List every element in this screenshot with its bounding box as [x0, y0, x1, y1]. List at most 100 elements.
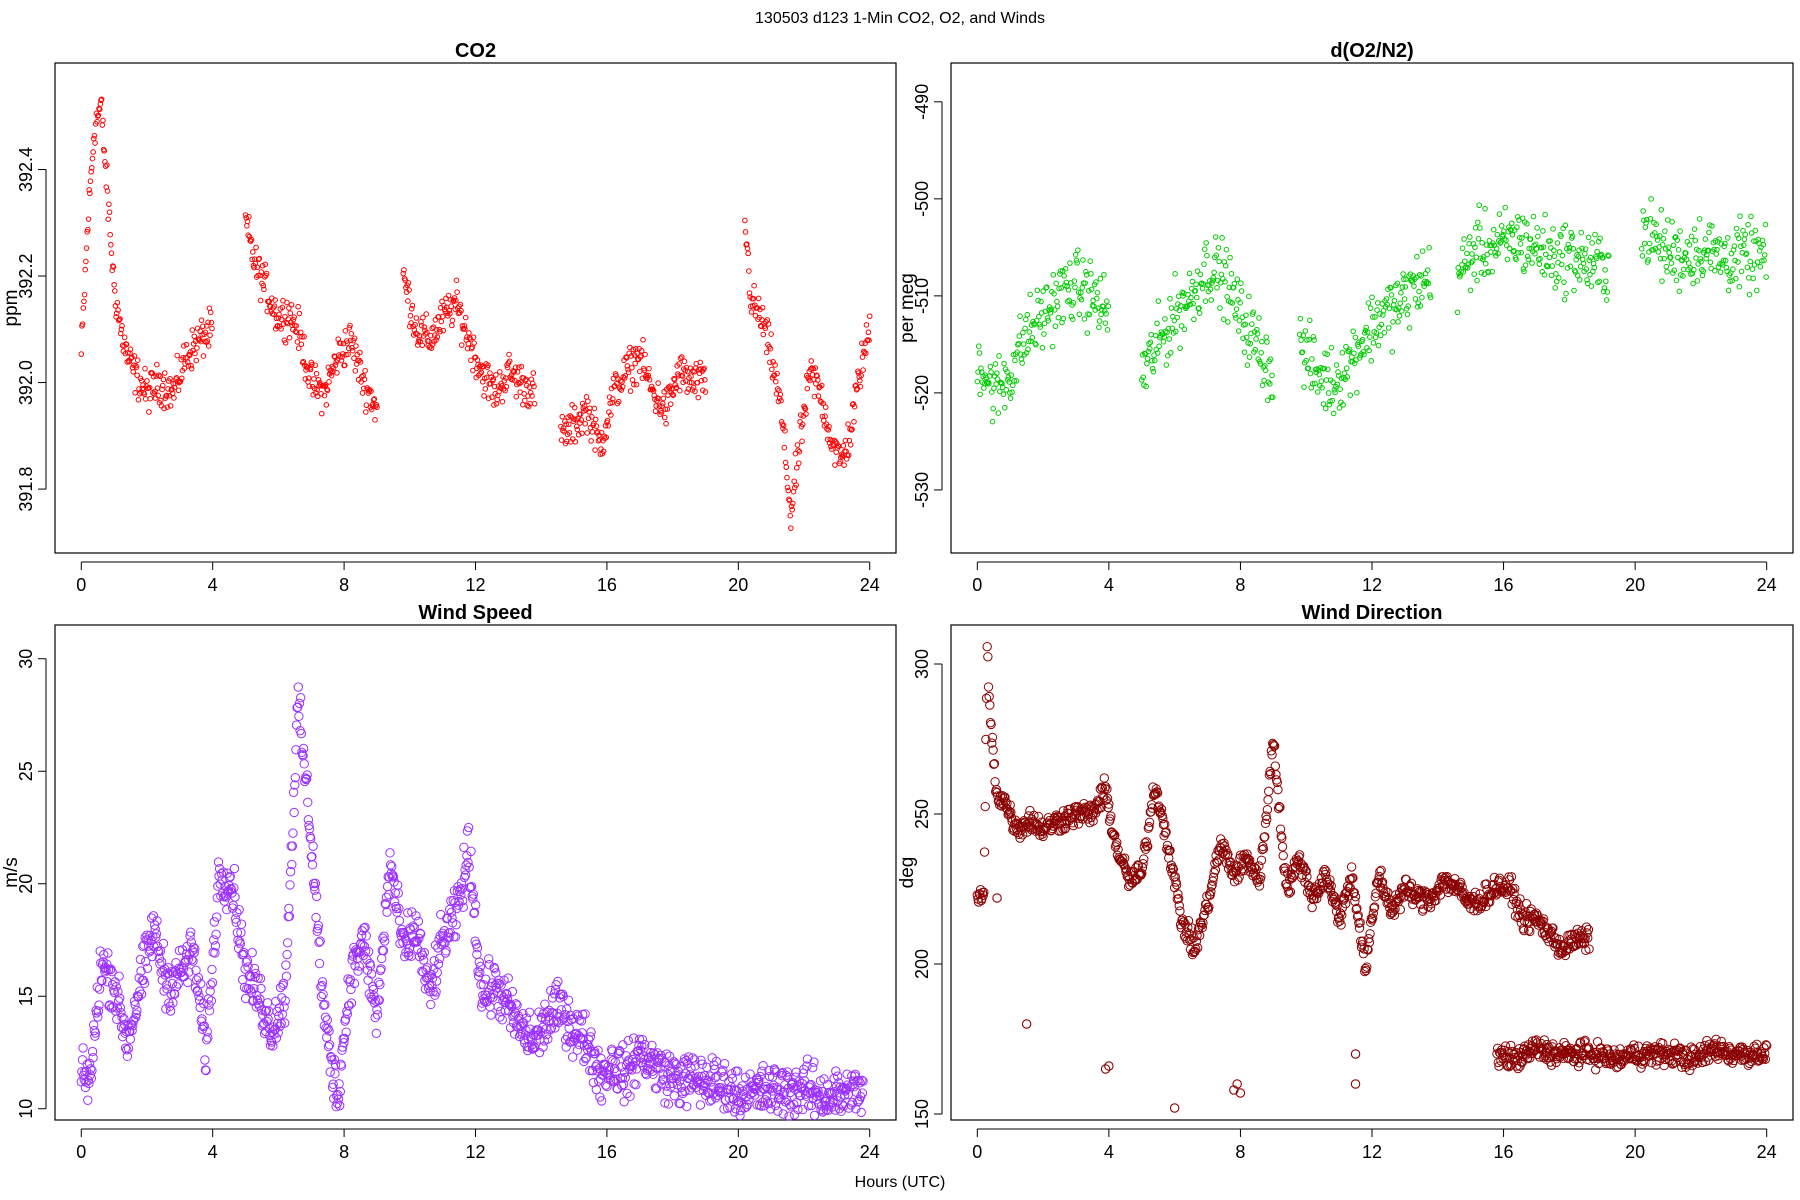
data-point: [1336, 405, 1343, 411]
data-point: [988, 369, 994, 375]
data-point: [484, 954, 494, 964]
data-point: [572, 1045, 583, 1055]
data-point: [772, 378, 779, 385]
data-point: [1725, 235, 1731, 241]
data-point: [413, 315, 420, 321]
data-point: [156, 372, 162, 379]
data-point: [263, 270, 270, 277]
data-point: [557, 1015, 567, 1025]
data-point: [493, 372, 499, 378]
data-point: [1287, 873, 1298, 883]
data-point: [419, 947, 429, 958]
data-point: [1587, 254, 1594, 261]
data-point: [111, 982, 121, 992]
data-point: [681, 358, 688, 365]
data-point: [344, 340, 351, 346]
data-point: [1559, 1037, 1569, 1048]
data-point: [193, 972, 204, 983]
data-point: [92, 140, 98, 146]
data-point: [1017, 313, 1023, 320]
data-point: [560, 425, 567, 431]
data-point: [185, 363, 192, 369]
data-point: [615, 398, 622, 405]
data-point: [745, 250, 751, 257]
data-point: [506, 358, 513, 365]
data-point: [341, 1027, 351, 1037]
data-point: [78, 1043, 88, 1053]
data-point: [458, 902, 468, 912]
data-point: [1054, 298, 1060, 305]
data-point: [1677, 1062, 1687, 1072]
data-point: [1206, 881, 1217, 891]
data-point: [426, 969, 437, 980]
data-point: [992, 893, 1002, 903]
data-point: [1584, 277, 1590, 283]
data-point: [693, 1071, 704, 1082]
data-point: [363, 946, 374, 957]
data-point: [1247, 340, 1254, 347]
data-point: [795, 1091, 806, 1101]
data-point: [463, 822, 474, 833]
data-point: [282, 938, 293, 948]
data-point: [521, 390, 527, 397]
data-point: [1659, 241, 1666, 248]
data-point: [1454, 309, 1461, 316]
data-point: [1136, 870, 1146, 880]
data-point: [622, 372, 629, 379]
data-point: [230, 914, 241, 924]
data-point: [978, 365, 984, 371]
data-point: [1372, 314, 1378, 320]
data-point: [1213, 252, 1220, 259]
data-point: [1084, 330, 1091, 336]
data-point: [538, 1042, 548, 1052]
data-point: [1750, 275, 1756, 282]
data-point: [663, 420, 669, 427]
data-point: [1398, 289, 1404, 296]
data-point: [360, 372, 366, 379]
data-point: [1645, 257, 1652, 263]
data-point: [1558, 261, 1565, 268]
data-point: [210, 941, 221, 951]
data-point: [260, 282, 267, 289]
data-point: [1088, 270, 1094, 277]
data-point: [1549, 263, 1556, 269]
data-point: [366, 387, 373, 393]
data-point: [621, 375, 628, 381]
data-point: [1760, 241, 1767, 248]
data-point: [499, 398, 506, 405]
data-point: [1334, 381, 1341, 388]
data-point: [1494, 231, 1501, 238]
data-point: [248, 236, 255, 243]
y-tick-label: 15: [16, 986, 36, 1006]
data-point: [1149, 357, 1155, 364]
data-point: [1043, 284, 1050, 290]
data-point: [1103, 310, 1109, 317]
data-point: [197, 1014, 207, 1024]
data-point: [1464, 265, 1471, 271]
data-point: [799, 421, 806, 428]
data-point: [979, 847, 990, 857]
data-point: [1575, 1038, 1585, 1048]
data-point: [323, 1041, 334, 1052]
data-point: [368, 388, 374, 394]
data-point: [1539, 1035, 1550, 1045]
y-tick-label: 10: [16, 1099, 36, 1119]
data-point: [1489, 268, 1496, 275]
data-point: [698, 1085, 709, 1096]
data-point: [1322, 405, 1329, 412]
data-point: [718, 1071, 729, 1082]
data-point: [1534, 225, 1540, 231]
data-point: [1659, 1060, 1669, 1071]
data-point: [1733, 225, 1740, 232]
data-point: [1711, 267, 1718, 274]
data-point: [1196, 310, 1203, 316]
data-point: [1022, 325, 1028, 332]
data-point: [767, 345, 774, 352]
data-point: [1044, 315, 1051, 321]
data-point: [1540, 228, 1546, 234]
data-point: [1068, 820, 1079, 831]
data-point: [815, 377, 821, 383]
data-point: [431, 987, 441, 997]
data-point: [1106, 811, 1116, 821]
data-point: [1722, 240, 1728, 247]
